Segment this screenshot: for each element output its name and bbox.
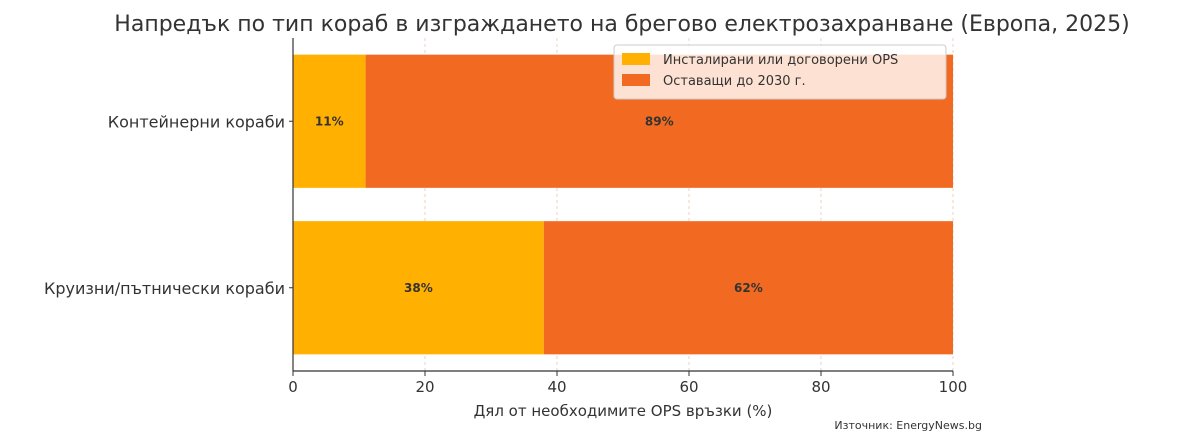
bar-value-label: 62% xyxy=(734,281,763,295)
y-tick-label: Круизни/пътнически кораби xyxy=(44,279,285,298)
bar-segment xyxy=(293,221,544,355)
legend-frame xyxy=(613,44,947,100)
x-tick-label: 80 xyxy=(811,378,830,396)
legend-items: Инсталирани или договорени OPS Оставащи д… xyxy=(622,53,898,89)
bar-value-label: 11% xyxy=(315,114,344,128)
legend-swatch xyxy=(622,53,650,65)
x-tick-label: 0 xyxy=(288,378,298,396)
source-note: Източник: EnergyNews.bg xyxy=(834,419,982,432)
y-tick-label: Контейнерни кораби xyxy=(108,112,285,131)
x-tick-label: 60 xyxy=(679,378,698,396)
chart-title: Напредък по тип кораб в изграждането на … xyxy=(114,12,1129,37)
x-axis-title: Дял от необходимите OPS връзки (%) xyxy=(474,402,773,420)
bar-segment xyxy=(543,221,953,355)
bar-value-label: 38% xyxy=(404,281,433,295)
x-tick-label: 100 xyxy=(939,378,968,396)
legend-label: Инсталирани или договорени OPS xyxy=(663,53,898,68)
legend-swatch xyxy=(622,74,650,86)
legend: Инсталирани или договорени OPS Оставащи д… xyxy=(613,44,947,100)
legend-label: Оставащи до 2030 г. xyxy=(663,74,806,89)
x-tick-label: 40 xyxy=(547,378,566,396)
y-axis-labels: Контейнерни кораби Круизни/пътнически кор… xyxy=(44,112,293,298)
x-axis-ticks: 0 20 40 60 80 100 xyxy=(288,371,967,396)
bar-value-label: 89% xyxy=(645,114,674,128)
bars-group xyxy=(293,54,954,355)
bar-segment xyxy=(293,54,366,188)
x-tick-label: 20 xyxy=(415,378,434,396)
value-labels-group: 11% 89% 38% 62% xyxy=(315,114,763,295)
